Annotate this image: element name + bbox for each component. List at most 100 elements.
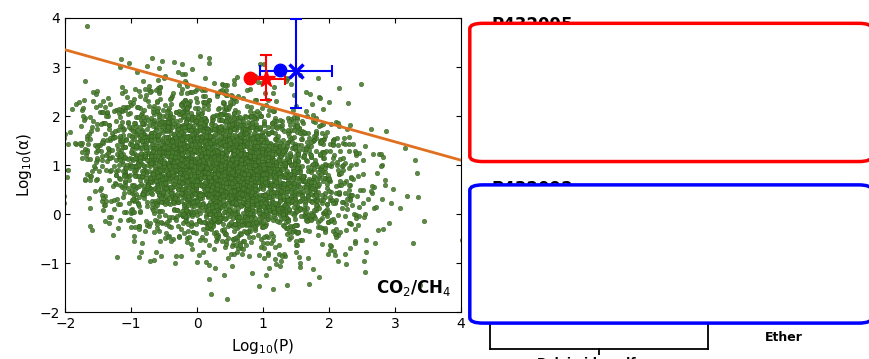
- Point: [207, 230, 221, 236]
- Point: [269, 202, 283, 208]
- Point: [260, 216, 274, 222]
- Point: [241, 151, 255, 157]
- Point: [176, 113, 190, 118]
- Point: [123, 102, 137, 108]
- Point: [157, 134, 171, 139]
- Point: [240, 230, 254, 236]
- Point: [155, 180, 169, 185]
- Point: [172, 173, 186, 178]
- Point: [96, 192, 109, 197]
- Point: [229, 161, 243, 167]
- Point: [204, 117, 218, 122]
- Point: [196, 115, 210, 121]
- Point: [232, 167, 246, 173]
- Point: [166, 158, 180, 164]
- Point: [127, 150, 141, 156]
- Point: [283, 234, 297, 239]
- Point: [266, 238, 280, 243]
- Point: [188, 176, 202, 181]
- Point: [194, 132, 208, 138]
- Point: [82, 141, 96, 146]
- Point: [259, 210, 273, 215]
- Point: [288, 222, 302, 228]
- Point: [89, 165, 103, 171]
- Point: [180, 105, 194, 111]
- Point: [274, 123, 288, 129]
- Point: [198, 180, 212, 186]
- Point: [255, 171, 269, 177]
- Point: [235, 166, 249, 172]
- Point: [302, 188, 316, 194]
- Point: [196, 139, 209, 144]
- Point: [143, 89, 156, 95]
- Point: [127, 198, 141, 204]
- Point: [134, 150, 148, 156]
- Point: [163, 118, 176, 124]
- Point: [176, 146, 189, 152]
- Point: [182, 191, 196, 197]
- Point: [235, 210, 249, 216]
- Point: [182, 100, 196, 106]
- Point: [129, 167, 143, 173]
- Point: [258, 155, 272, 161]
- Point: [289, 148, 302, 153]
- Point: [240, 195, 254, 200]
- Point: [183, 185, 197, 190]
- Point: [291, 178, 305, 183]
- Point: [241, 126, 255, 131]
- Point: [142, 103, 156, 108]
- Point: [261, 234, 275, 239]
- Point: [269, 261, 283, 266]
- Point: [153, 179, 167, 185]
- Point: [308, 162, 322, 167]
- Point: [218, 144, 232, 150]
- Point: [191, 162, 205, 168]
- Point: [172, 126, 186, 131]
- Point: [189, 230, 202, 236]
- Point: [254, 219, 268, 225]
- Point: [208, 164, 222, 170]
- Point: [244, 155, 258, 161]
- Point: [259, 173, 273, 179]
- Point: [251, 125, 265, 131]
- Point: [289, 163, 302, 169]
- Point: [136, 121, 150, 127]
- Point: [292, 208, 306, 213]
- Point: [139, 140, 153, 146]
- Point: [139, 92, 153, 98]
- Point: [229, 169, 242, 175]
- Point: [161, 127, 175, 133]
- Point: [282, 183, 296, 189]
- Point: [189, 118, 202, 124]
- Point: [249, 186, 263, 192]
- Point: [239, 181, 253, 187]
- Point: [172, 165, 186, 171]
- Point: [78, 177, 92, 183]
- Point: [184, 137, 198, 143]
- Point: [255, 105, 269, 111]
- Point: [136, 107, 150, 113]
- Point: [307, 166, 321, 172]
- Point: [176, 202, 190, 208]
- Point: [133, 210, 147, 215]
- Point: [230, 210, 244, 215]
- Point: [214, 166, 228, 172]
- Point: [225, 115, 239, 120]
- Point: [235, 175, 249, 181]
- Point: [156, 146, 169, 152]
- Point: [217, 132, 231, 138]
- Point: [201, 130, 215, 136]
- Point: [245, 121, 259, 127]
- Point: [157, 164, 171, 169]
- Point: [206, 205, 220, 211]
- Point: [156, 149, 170, 154]
- Point: [127, 97, 141, 102]
- Point: [237, 172, 251, 178]
- Point: [317, 228, 331, 233]
- Point: [183, 154, 197, 160]
- Point: [249, 159, 263, 165]
- Point: [218, 124, 232, 130]
- Point: [249, 165, 262, 171]
- Point: [304, 191, 318, 197]
- Point: [197, 159, 211, 165]
